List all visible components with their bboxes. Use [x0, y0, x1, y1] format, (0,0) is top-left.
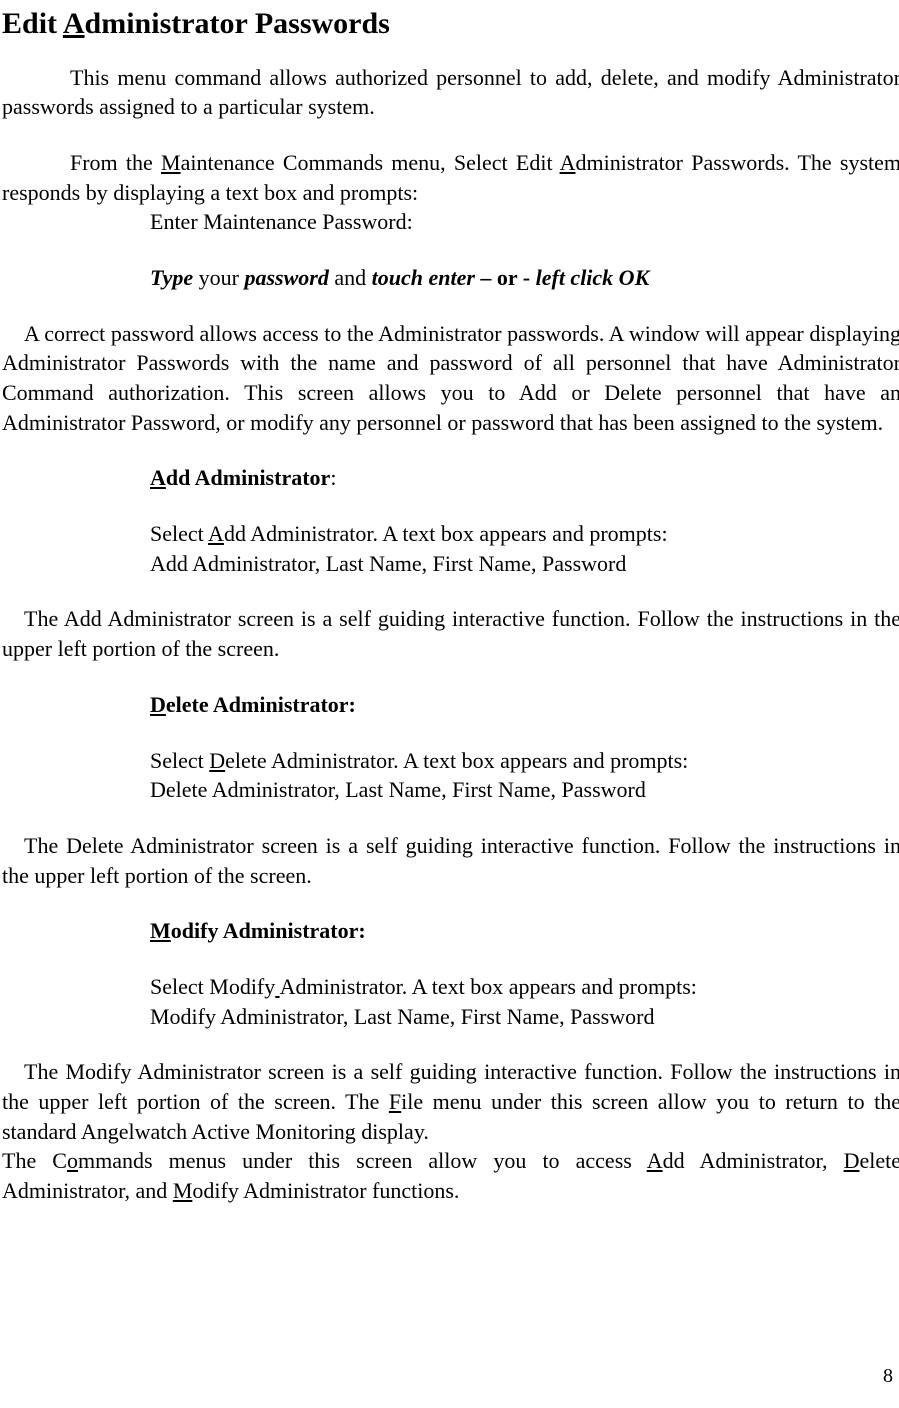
page-title: Edit Administrator Passwords: [2, 4, 899, 45]
instruction-line: Type your password and touch enter – or …: [150, 263, 899, 293]
modify-description: The Modify Administrator screen is a sel…: [2, 1057, 899, 1146]
page-number: 8: [883, 1363, 893, 1390]
title-text: Edit: [2, 7, 63, 40]
modify-heading: Modify Administrator:: [150, 916, 899, 946]
title-text: dministrator Passwords: [85, 7, 390, 40]
navigation-paragraph: From the Maintenance Commands menu, Sele…: [2, 148, 899, 207]
title-underline-char: A: [63, 7, 85, 40]
delete-prompt-line: Delete Administrator, Last Name, First N…: [150, 775, 899, 805]
prompt-text: Enter Maintenance Password:: [150, 207, 899, 237]
modify-select-line: Select Modify Administrator. A text box …: [150, 972, 899, 1002]
intro-paragraph: This menu command allows authorized pers…: [2, 63, 899, 122]
document-page: Edit Administrator Passwords This menu c…: [2, 4, 899, 1408]
delete-heading: Delete Administrator:: [150, 690, 899, 720]
add-select-line: Select Add Administrator. A text box app…: [150, 519, 899, 549]
add-description: The Add Administrator screen is a self g…: [2, 604, 899, 663]
commands-paragraph: The Commands menus under this screen all…: [2, 1146, 899, 1205]
add-prompt-line: Add Administrator, Last Name, First Name…: [150, 549, 899, 579]
delete-select-line: Select Delete Administrator. A text box …: [150, 746, 899, 776]
access-paragraph: A correct password allows access to the …: [2, 319, 899, 438]
add-heading: Add Administrator:: [150, 463, 899, 493]
modify-prompt-line: Modify Administrator, Last Name, First N…: [150, 1002, 899, 1032]
delete-description: The Delete Administrator screen is a sel…: [2, 831, 899, 890]
